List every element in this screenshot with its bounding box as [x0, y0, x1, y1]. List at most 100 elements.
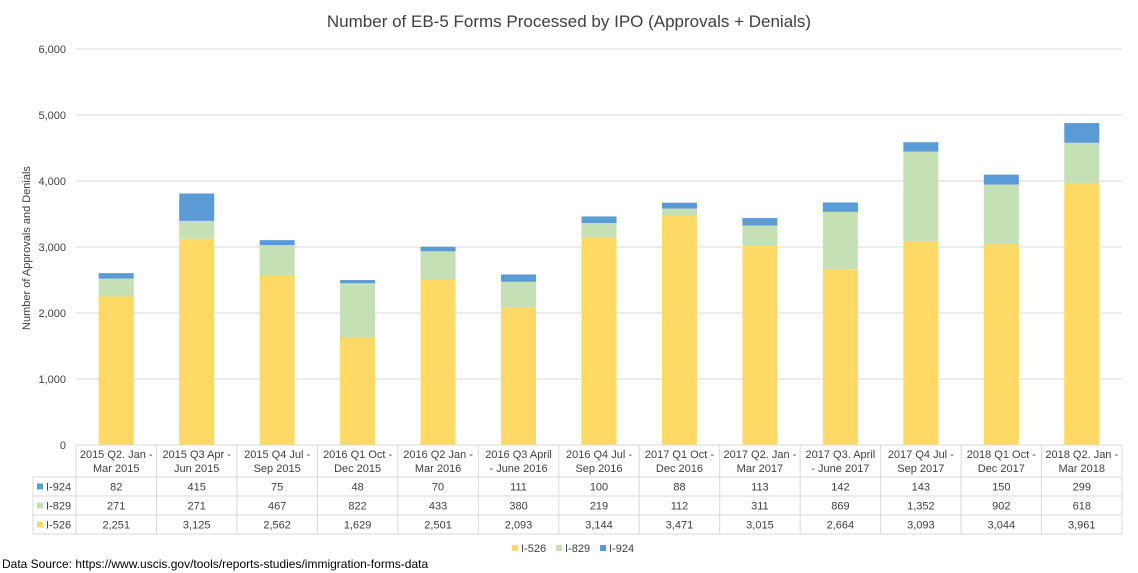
bar-segment-i-526 [420, 279, 456, 445]
table-cell-value: 380 [509, 501, 527, 513]
table-cell-value: 48 [351, 482, 363, 494]
category-label: Mar 2016 [415, 463, 461, 475]
category-label: 2018 Q2. Jan - [1045, 449, 1118, 461]
bar-segment-i-829 [742, 225, 778, 247]
table-cell-value: 142 [831, 482, 849, 494]
bar-segment-i-526 [98, 296, 134, 445]
bar-segment-i-829 [340, 283, 376, 338]
bar-segment-i-526 [340, 337, 376, 445]
table-cell-value: 113 [751, 482, 769, 494]
table-series-label: I-829 [46, 501, 71, 513]
table-cell-value: 869 [831, 501, 849, 513]
legend-key-i-526 [512, 545, 518, 551]
bar-segment-i-829 [903, 151, 939, 241]
legend-key-i-924 [600, 545, 606, 551]
category-label: 2017 Q1 Oct - [645, 449, 714, 461]
table-cell-value: 100 [590, 482, 608, 494]
bar-segment-i-526 [661, 215, 697, 445]
legend-label: I-924 [609, 543, 634, 555]
table-cell-value: 271 [107, 501, 125, 513]
category-label: - June 2016 [489, 463, 547, 475]
bar-segment-i-526 [983, 244, 1019, 445]
category-label: 2016 Q1 Oct - [323, 449, 392, 461]
bar-segment-i-924 [983, 174, 1019, 185]
category-label: Mar 2017 [737, 463, 783, 475]
table-cell-value: 2,093 [505, 520, 533, 532]
table-cell-value: 822 [348, 501, 366, 513]
table-cell-value: 2,501 [424, 520, 452, 532]
table-cell-value: 467 [268, 501, 286, 513]
table-cell-value: 1,352 [907, 501, 935, 513]
category-label: Mar 2018 [1059, 463, 1105, 475]
table-series-label: I-526 [46, 520, 71, 532]
category-label: Sep 2015 [254, 463, 301, 475]
category-label: 2018 Q1 Oct - [967, 449, 1036, 461]
bar-segment-i-924 [98, 273, 134, 279]
bar-segment-i-924 [742, 218, 778, 226]
category-label: 2016 Q3 April [485, 449, 552, 461]
table-series-label: I-924 [46, 482, 71, 494]
bar-segment-i-924 [501, 274, 537, 282]
table-cell-value: 618 [1073, 501, 1091, 513]
bar-segment-i-924 [179, 193, 215, 221]
y-tick-label: 3,000 [38, 242, 66, 254]
legend-label: I-829 [565, 543, 590, 555]
table-cell-value: 2,664 [827, 520, 855, 532]
table-cell-value: 271 [188, 501, 206, 513]
category-label: Dec 2017 [978, 463, 1025, 475]
table-legend-key [37, 483, 43, 490]
table-cell-value: 88 [673, 482, 685, 494]
y-tick-label: 2,000 [38, 308, 66, 320]
table-cell-value: 3,015 [746, 520, 774, 532]
y-axis-label: Number of Approvals and Denials [21, 166, 33, 330]
table-cell-value: 143 [912, 482, 930, 494]
bar-segment-i-829 [501, 281, 537, 307]
legend-key-i-829 [556, 545, 562, 551]
y-tick-label: 5,000 [38, 110, 66, 122]
bar-segment-i-924 [581, 216, 617, 224]
table-cell-value: 3,093 [907, 520, 935, 532]
bar-segment-i-526 [179, 238, 215, 445]
bar-segment-i-924 [1064, 123, 1100, 143]
category-label: 2015 Q3 Apr - [162, 449, 231, 461]
table-cell-value: 433 [429, 501, 447, 513]
bar-segment-i-526 [259, 275, 295, 445]
table-cell-value: 82 [110, 482, 122, 494]
table-cell-value: 2,251 [102, 520, 130, 532]
table-cell-value: 1,629 [344, 520, 372, 532]
category-label: Dec 2016 [656, 463, 703, 475]
category-label: Mar 2015 [93, 463, 139, 475]
table-cell-value: 3,961 [1068, 520, 1096, 532]
table-cell-value: 70 [432, 482, 444, 494]
bar-segment-i-526 [903, 240, 939, 445]
category-label: 2015 Q2. Jan - [80, 449, 153, 461]
category-label: 2017 Q3. April [806, 449, 876, 461]
bar-segment-i-924 [420, 246, 456, 252]
table-cell-value: 3,144 [585, 520, 613, 532]
data-table: 2015 Q2. Jan - Mar 2015 2015 Q3 Apr - Jun 2… [32, 444, 1123, 535]
bar-segment-i-526 [822, 269, 858, 445]
table-cell-value: 219 [590, 501, 608, 513]
bar-segment-i-924 [340, 280, 376, 284]
y-tick-label: 4,000 [38, 176, 66, 188]
bar-segment-i-924 [259, 240, 295, 246]
table-cell-value: 3,125 [183, 520, 211, 532]
bar-segment-i-829 [420, 251, 456, 280]
category-label: 2016 Q2 Jan - [403, 449, 473, 461]
legend: I-526 I-829 I-924 [512, 543, 634, 555]
category-label: 2016 Q4 Jul - [566, 449, 632, 461]
bar-segment-i-829 [259, 245, 295, 276]
table-cell-value: 111 [510, 482, 527, 494]
bars [98, 123, 1100, 445]
table-cell-value: 311 [751, 501, 769, 513]
table-cell-value: 415 [188, 482, 206, 494]
bar-segment-i-924 [822, 202, 858, 212]
category-label: Sep 2017 [897, 463, 944, 475]
category-label: 2017 Q4 Jul - [888, 449, 954, 461]
bar-segment-i-526 [501, 306, 537, 445]
category-label: - June 2017 [811, 463, 869, 475]
bar-segment-i-829 [179, 220, 215, 239]
legend-label: I-526 [521, 543, 546, 555]
category-label: Dec 2015 [334, 463, 381, 475]
